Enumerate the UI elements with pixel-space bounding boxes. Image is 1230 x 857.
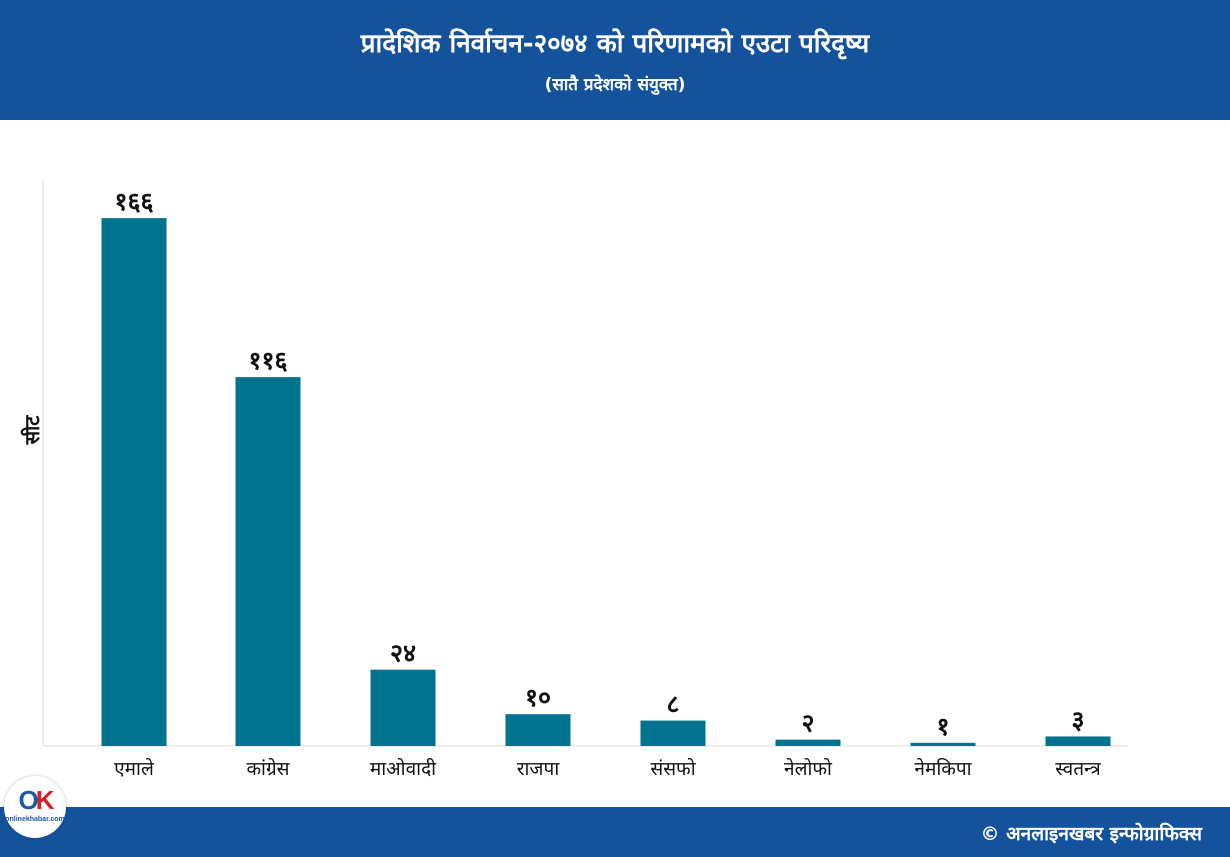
logo-mark-k: K (35, 785, 55, 815)
data-label-5: ८ (666, 690, 679, 719)
category-label-1: एमाले (114, 757, 155, 780)
logo-mark-o: O (18, 785, 38, 815)
bar-chart: १६६ एमाले ११६ कांग्रेस २४ माओवादी १० राजपा ८ संसफ… (42, 180, 1128, 780)
bar-1 (101, 218, 167, 746)
category-label-4: राजपा (517, 758, 561, 780)
logo-mark: OK (4, 785, 66, 816)
category-label-3: माओवादी (370, 757, 437, 780)
footer-credit: © अनलाइनखबर इन्फोग्राफिक्स (980, 823, 1202, 845)
category-label-6: नेलोफो (784, 757, 833, 780)
bar-2 (235, 377, 301, 746)
bar-7 (910, 742, 976, 746)
category-label-8: स्वतन्त्र (1055, 758, 1101, 780)
bar-4 (505, 714, 571, 746)
logo-wordmark: onlinekhabar.com (5, 816, 65, 823)
footer-banner: © अनलाइनखबर इन्फोग्राफिक्स (0, 807, 1230, 857)
bar-5 (640, 720, 706, 746)
header-banner: प्रादेशिक निर्वाचन-२०७४ को परिणामको एउटा… (0, 0, 1230, 120)
bar-3 (370, 669, 436, 746)
data-label-3: २४ (390, 639, 416, 668)
category-label-2: कांग्रेस (246, 757, 290, 780)
chart-subtitle: (सातै प्रदेशको संयुक्त) (544, 75, 686, 95)
data-label-7: १ (936, 712, 949, 741)
data-label-1: १६६ (114, 187, 153, 216)
chart-title: प्रादेशिक निर्वाचन-२०७४ को परिणामको एउटा… (360, 29, 870, 59)
category-label-5: संसफो (650, 757, 696, 780)
data-label-4: १० (525, 683, 551, 712)
onlinekhabar-logo-icon: OK onlinekhabar.com (4, 776, 66, 838)
data-label-2: ११६ (248, 346, 287, 375)
category-label-7: नेमकिपा (914, 757, 972, 780)
data-label-6: २ (801, 709, 814, 738)
bar-6 (775, 739, 841, 746)
bar-8 (1045, 736, 1111, 746)
data-label-8: ३ (1071, 705, 1084, 734)
